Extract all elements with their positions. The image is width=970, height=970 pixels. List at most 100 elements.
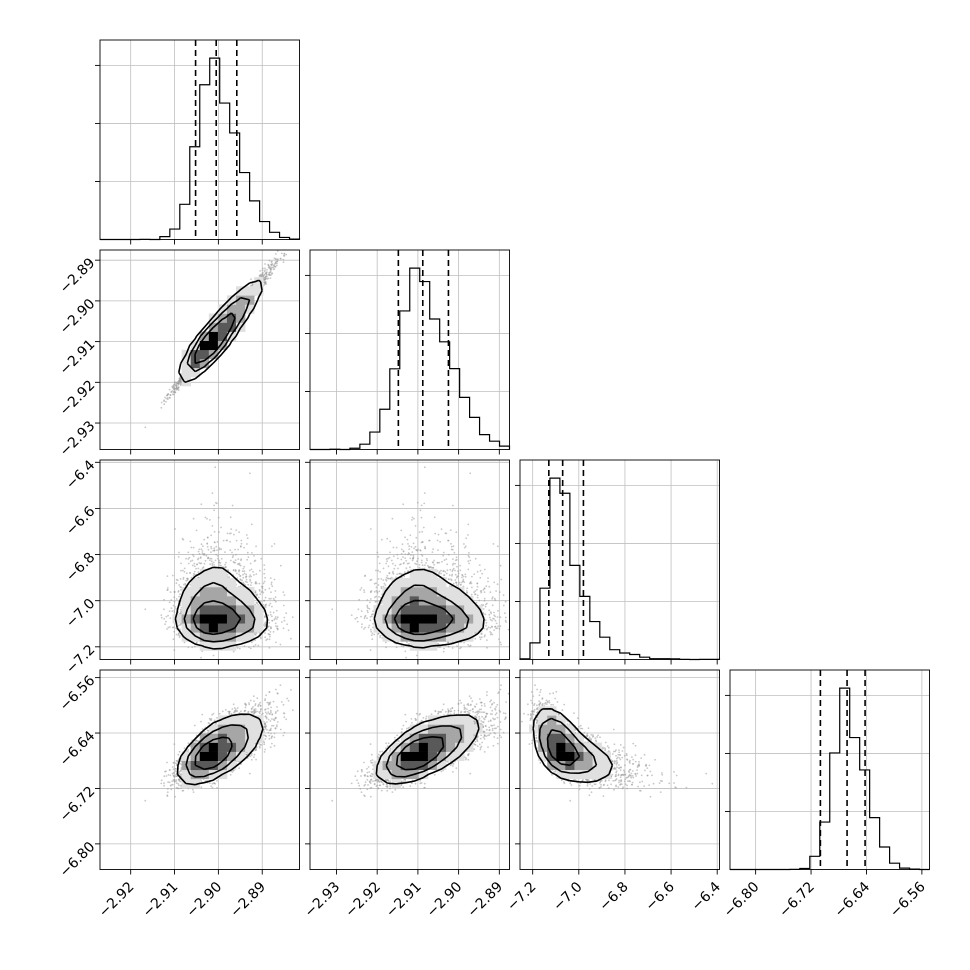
sample-point: [385, 747, 387, 749]
sample-point: [369, 601, 371, 604]
density-cell: [217, 733, 228, 743]
sample-point: [499, 688, 502, 691]
density-cell: [208, 331, 219, 341]
density-cell: [226, 614, 237, 624]
sample-point: [449, 708, 452, 710]
sample-point: [210, 534, 213, 537]
sample-point: [274, 616, 277, 618]
sample-point: [267, 718, 270, 721]
sample-point: [171, 390, 174, 392]
sample-point: [212, 654, 215, 657]
density-cell: [181, 596, 191, 606]
sample-point: [420, 559, 423, 562]
sample-point: [189, 572, 191, 574]
sample-point: [485, 624, 487, 627]
density-cell: [565, 724, 575, 734]
sample-point: [377, 632, 380, 635]
sample-point: [218, 548, 221, 551]
sample-point: [612, 767, 615, 770]
sample-point: [652, 782, 655, 785]
sample-point: [595, 739, 597, 742]
sample-point: [279, 257, 282, 260]
sample-point: [433, 773, 436, 776]
sample-point: [242, 573, 244, 576]
sample-point: [483, 635, 486, 638]
density-cell: [226, 295, 237, 305]
density-cell: [436, 760, 447, 771]
sample-point: [199, 556, 202, 558]
sample-point: [259, 704, 262, 707]
sample-point: [210, 560, 213, 563]
sample-point: [369, 628, 372, 631]
sample-point: [535, 734, 538, 737]
sample-point: [264, 277, 267, 280]
sample-point: [216, 787, 218, 789]
sample-point: [271, 266, 274, 269]
sample-point: [436, 561, 439, 564]
x-tick-label: −6.8: [596, 879, 631, 914]
sample-point: [179, 593, 182, 596]
sample-point: [626, 758, 628, 761]
sample-point: [549, 692, 551, 695]
sample-point: [463, 543, 465, 545]
sample-point: [268, 597, 271, 600]
sample-point: [375, 779, 377, 781]
sample-point: [160, 614, 163, 616]
sample-point: [249, 772, 251, 775]
density-cell: [217, 742, 228, 752]
density-cell: [538, 724, 548, 734]
sample-point: [282, 254, 285, 257]
sample-point: [548, 701, 551, 704]
sample-point: [545, 699, 548, 702]
sample-point: [206, 729, 209, 732]
sample-point: [271, 272, 274, 275]
sample-point: [369, 795, 372, 798]
sample-point: [391, 572, 394, 574]
sample-point: [414, 525, 417, 527]
sample-point: [173, 761, 176, 764]
sample-point: [356, 779, 358, 782]
sample-point: [270, 627, 272, 629]
density-cell: [409, 760, 420, 771]
density-cell: [245, 724, 255, 734]
sample-point: [191, 788, 194, 791]
sample-point: [202, 545, 204, 548]
density-cell: [245, 286, 255, 296]
sample-point: [271, 718, 273, 720]
sample-point: [209, 557, 212, 560]
density-cell: [226, 304, 237, 314]
sample-point: [482, 717, 485, 720]
sample-point: [261, 585, 264, 588]
sample-point: [191, 559, 194, 562]
sample-point: [469, 704, 472, 706]
sample-point: [415, 536, 418, 539]
sample-point: [623, 754, 626, 757]
sample-point: [447, 553, 450, 556]
sample-point: [179, 608, 182, 611]
sample-point: [211, 492, 214, 494]
sample-point: [174, 795, 177, 798]
sample-point: [402, 780, 405, 782]
sample-point: [285, 612, 288, 615]
sample-point: [259, 743, 262, 746]
sample-point: [261, 269, 264, 272]
sample-point: [254, 582, 257, 585]
density-cell: [382, 596, 392, 606]
sample-point: [541, 698, 544, 700]
sample-point: [536, 739, 539, 742]
sample-point: [498, 627, 501, 630]
sample-point: [282, 703, 285, 706]
density-cell: [409, 614, 420, 624]
sample-point: [231, 708, 234, 710]
sample-point: [290, 637, 292, 640]
density-cell: [409, 742, 420, 752]
density-cell: [226, 586, 237, 597]
sample-point: [449, 568, 452, 571]
sample-point: [380, 586, 383, 588]
density-cell: [199, 742, 210, 752]
sample-point: [238, 767, 241, 769]
density-cell: [409, 605, 420, 615]
sample-point: [229, 516, 232, 519]
sample-point: [478, 708, 481, 711]
sample-point: [243, 570, 246, 573]
